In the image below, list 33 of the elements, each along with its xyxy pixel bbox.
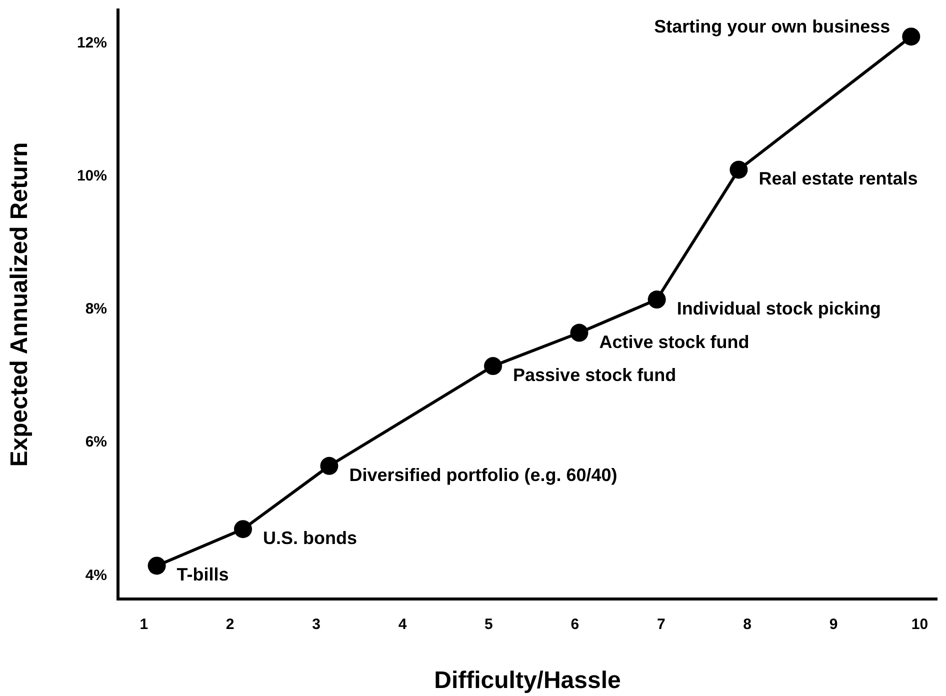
annotation: U.S. bonds <box>263 528 358 548</box>
x-tick-label: 8 <box>743 616 752 634</box>
point <box>148 556 166 575</box>
x-tick-label: 1 <box>140 616 148 634</box>
point <box>730 160 748 179</box>
annotation: Passive stock fund <box>513 365 676 386</box>
point <box>570 324 588 342</box>
point <box>648 290 666 309</box>
x-tick-label: 10 <box>911 616 928 634</box>
point <box>484 357 502 376</box>
x-tick-label: 2 <box>226 616 234 634</box>
point <box>234 520 252 538</box>
x-axis-title: Difficulty/Hassle <box>434 667 621 694</box>
annotation: Real estate rentals <box>758 168 918 189</box>
annotation: T-bills <box>176 564 229 585</box>
x-tick-label: 3 <box>312 616 320 634</box>
x-tick-label: 5 <box>484 616 493 634</box>
annotation: Starting your own business <box>654 16 890 37</box>
y-tick-label: 12% <box>76 34 107 52</box>
point <box>320 456 338 475</box>
y-tick-label: 10% <box>76 168 107 185</box>
x-tick-label: 9 <box>829 616 838 634</box>
x-tick-label: 7 <box>656 616 666 634</box>
annotation: Diversified portfolio (e.g. 60/40) <box>349 464 618 485</box>
y-axis-title: Expected Annualized Return <box>6 142 34 467</box>
y-tick-label: 8% <box>85 300 107 318</box>
y-tick-label: 6% <box>85 434 107 451</box>
annotation: Individual stock picking <box>676 298 881 318</box>
y-tick-label: 4% <box>85 566 107 584</box>
annotation: Active stock fund <box>599 332 750 352</box>
point <box>902 28 920 46</box>
x-tick-label: 6 <box>570 616 580 634</box>
x-tick-label: 4 <box>398 616 408 634</box>
